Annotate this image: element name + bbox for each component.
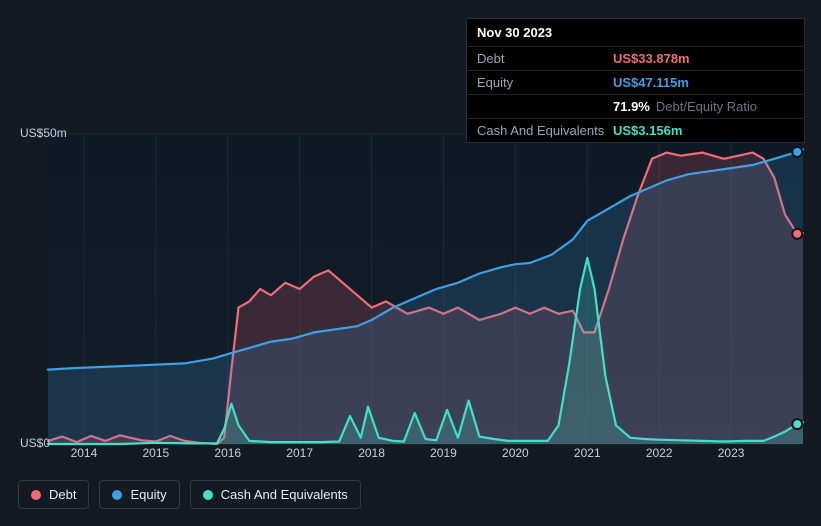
tooltip-ratio-value: 71.9% [613, 99, 650, 114]
tooltip-row-ratio: 71.9% Debt/Equity Ratio [467, 94, 804, 118]
x-tick-label: 2014 [71, 446, 98, 460]
tooltip-date: Nov 30 2023 [467, 19, 804, 46]
chart-tooltip: Nov 30 2023 Debt US$33.878m Equity US$47… [466, 18, 805, 143]
tooltip-value-cash: US$3.156m [613, 123, 682, 138]
tooltip-label-ratio-spacer [477, 99, 607, 114]
legend-swatch-debt [31, 490, 41, 500]
x-tick-label: 2015 [142, 446, 169, 460]
tooltip-value-debt: US$33.878m [613, 51, 690, 66]
x-tick-label: 2022 [646, 446, 673, 460]
tooltip-value-equity: US$47.115m [613, 75, 689, 90]
tooltip-label-debt: Debt [477, 51, 607, 66]
x-axis-labels: 2014 2015 2016 2017 2018 2019 2020 2021 2022 2023 [48, 446, 803, 466]
x-tick-label: 2021 [574, 446, 601, 460]
tooltip-label-cash: Cash And Equivalents [477, 123, 607, 138]
x-tick-label: 2019 [430, 446, 457, 460]
legend-swatch-equity [112, 490, 122, 500]
tooltip-ratio-label: Debt/Equity Ratio [656, 99, 757, 114]
tooltip-row-cash: Cash And Equivalents US$3.156m [467, 118, 804, 142]
legend-label-cash: Cash And Equivalents [221, 487, 348, 502]
x-tick-label: 2020 [502, 446, 529, 460]
legend-item-debt[interactable]: Debt [18, 480, 89, 509]
x-tick-label: 2017 [286, 446, 313, 460]
chart-legend: Debt Equity Cash And Equivalents [18, 480, 361, 509]
tooltip-label-equity: Equity [477, 75, 607, 90]
x-tick-label: 2018 [358, 446, 385, 460]
tooltip-row-equity: Equity US$47.115m [467, 70, 804, 94]
legend-swatch-cash [203, 490, 213, 500]
legend-item-equity[interactable]: Equity [99, 480, 179, 509]
legend-label-debt: Debt [49, 487, 76, 502]
legend-item-cash[interactable]: Cash And Equivalents [190, 480, 361, 509]
tooltip-row-debt: Debt US$33.878m [467, 46, 804, 70]
y-tick-label: US$50m [20, 126, 67, 140]
y-tick-label: US$0 [20, 436, 50, 450]
x-tick-label: 2023 [718, 446, 745, 460]
x-tick-label: 2016 [214, 446, 241, 460]
legend-label-equity: Equity [130, 487, 166, 502]
